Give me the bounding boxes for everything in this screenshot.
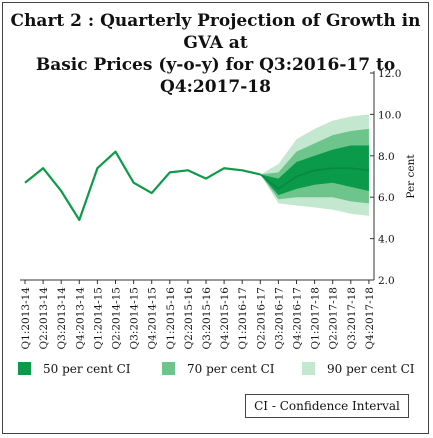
chart-frame — [2, 2, 429, 434]
y-tick-label-3: 8.0 — [378, 151, 395, 163]
x-tick-label-2: Q3:2013-14 — [56, 287, 68, 350]
y-axis-label: Per cent — [405, 154, 417, 199]
x-tick-label-12: Q1:2016-17 — [237, 287, 249, 349]
legend-swatch-ci70 — [162, 362, 175, 375]
legend-label-ci50: 50 per cent CI — [43, 362, 131, 376]
chart-title-line1: Chart 2 : Quarterly Projection of Growth… — [10, 11, 421, 53]
x-tick-label-13: Q2:2016-17 — [255, 287, 267, 349]
x-tick-label-5: Q2:2014-15 — [111, 287, 123, 349]
legend-item-ci50: 50 per cent CI — [18, 362, 131, 376]
y-tick-label-1: 4.0 — [378, 234, 395, 246]
x-tick-label-4: Q1:2014-15 — [92, 287, 104, 349]
y-tick-label-0: 2.0 — [378, 275, 395, 287]
x-tick-label-15: Q4:2016-17 — [292, 287, 304, 349]
x-tick-label-10: Q3:2015-16 — [201, 287, 213, 350]
actual-series-line — [24, 150, 261, 222]
x-tick-label-11: Q4:2015-16 — [219, 287, 231, 350]
legend-swatch-ci50 — [18, 362, 31, 375]
legend-item-ci90: 90 per cent CI — [302, 362, 415, 376]
x-tick-label-14: Q3:2016-17 — [273, 287, 285, 349]
x-tick-label-7: Q4:2014-15 — [147, 287, 159, 349]
legend-label-ci70: 70 per cent CI — [187, 362, 275, 376]
x-tick-label-19: Q4:2017-18 — [364, 287, 376, 349]
x-tick-label-17: Q2:2017-18 — [328, 287, 340, 349]
ci-note: CI - Confidence Interval — [245, 394, 409, 418]
y-tick-label-4: 10.0 — [378, 109, 401, 121]
projection-series-line — [259, 167, 369, 190]
legend-swatch-ci90 — [302, 362, 315, 375]
chart-title: Chart 2 : Quarterly Projection of Growth… — [8, 10, 423, 98]
x-tick-label-6: Q3:2014-15 — [129, 287, 141, 349]
x-tick-label-16: Q1:2017-18 — [310, 287, 322, 349]
legend-label-ci90: 90 per cent CI — [327, 362, 415, 376]
legend-item-ci70: 70 per cent CI — [162, 362, 275, 376]
x-tick-label-3: Q4:2013-14 — [74, 287, 86, 350]
y-tick-label-5: 12.0 — [378, 68, 401, 80]
x-tick-label-9: Q2:2015-16 — [183, 287, 195, 350]
x-tick-label-8: Q1:2015-16 — [165, 287, 177, 350]
y-tick-label-2: 6.0 — [378, 192, 395, 204]
x-tick-label-18: Q3:2017-18 — [346, 287, 358, 349]
x-tick-label-0: Q1:2013-14 — [20, 287, 32, 350]
x-tick-label-1: Q2:2013-14 — [38, 287, 50, 350]
chart-title-line2: Basic Prices (y-o-y) for Q3:2016-17 to Q… — [35, 55, 396, 97]
